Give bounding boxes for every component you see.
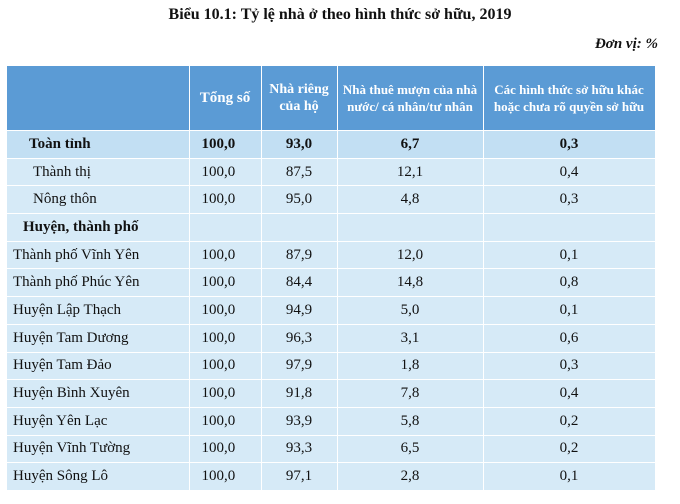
header-row: Tổng số Nhà riêng của hộ Nhà thuê mượn c… <box>7 66 656 131</box>
cell-own: 94,9 <box>261 296 338 325</box>
cell-rent: 6,5 <box>337 435 484 464</box>
cell-total: 100,0 <box>189 407 262 436</box>
cell-own: 95,0 <box>261 185 338 215</box>
cell-own: 97,1 <box>261 462 338 491</box>
table-row: Toàn tỉnh 100,0 93,0 6,7 0,3 <box>7 130 656 159</box>
cell-rent <box>337 213 484 242</box>
row-name: Huyện Sông Lô <box>7 462 190 491</box>
header-total: Tổng số <box>189 66 262 131</box>
table-row: Huyện Lập Thạch 100,0 94,9 5,0 0,1 <box>7 296 656 325</box>
cell-own <box>261 213 338 242</box>
row-name: Huyện Lập Thạch <box>7 296 190 325</box>
row-name: Thành phố Phúc Yên <box>7 268 190 298</box>
cell-total: 100,0 <box>189 185 262 215</box>
cell-other: 0,3 <box>483 352 656 381</box>
cell-own: 93,0 <box>261 130 338 159</box>
cell-rent: 5,0 <box>337 296 484 325</box>
row-name: Thành phố Vĩnh Yên <box>7 241 190 270</box>
cell-other: 0,1 <box>483 462 656 491</box>
cell-rent: 3,1 <box>337 324 484 353</box>
cell-rent: 4,8 <box>337 185 484 215</box>
cell-own: 84,4 <box>261 268 338 298</box>
table-row: Thành phố Phúc Yên 100,0 84,4 14,8 0,8 <box>7 268 656 298</box>
cell-rent: 14,8 <box>337 268 484 298</box>
cell-other: 0,6 <box>483 324 656 353</box>
cell-total: 100,0 <box>189 435 262 464</box>
unit-label: Đơn vị: % <box>594 36 658 52</box>
row-name: Thành thị <box>7 158 190 187</box>
cell-total <box>189 213 262 242</box>
header-other: Các hình thức sở hữu khác hoặc chưa rõ q… <box>483 66 656 131</box>
cell-other: 0,2 <box>483 407 656 436</box>
cell-total: 100,0 <box>189 296 262 325</box>
cell-own: 97,9 <box>261 352 338 381</box>
row-name: Huyện Bình Xuyên <box>7 379 190 408</box>
cell-total: 100,0 <box>189 352 262 381</box>
cell-rent: 1,8 <box>337 352 484 381</box>
cell-other: 0,3 <box>483 130 656 159</box>
table-row: Huyện Tam Đảo 100,0 97,9 1,8 0,3 <box>7 352 656 381</box>
row-name: Huyện, thành phố <box>7 213 190 242</box>
cell-own: 87,9 <box>261 241 338 270</box>
table-row: Thành thị 100,0 87,5 12,1 0,4 <box>7 158 656 187</box>
cell-rent: 2,8 <box>337 462 484 491</box>
cell-total: 100,0 <box>189 241 262 270</box>
cell-other: 0,1 <box>483 296 656 325</box>
cell-rent: 6,7 <box>337 130 484 159</box>
row-name: Toàn tỉnh <box>7 130 190 159</box>
cell-own: 93,9 <box>261 407 338 436</box>
cell-own: 91,8 <box>261 379 338 408</box>
row-name: Huyện Vĩnh Tường <box>7 435 190 464</box>
table-row: Huyện Bình Xuyên 100,0 91,8 7,8 0,4 <box>7 379 656 408</box>
cell-other: 0,8 <box>483 268 656 298</box>
header-rented: Nhà thuê mượn của nhà nước/ cá nhân/tư n… <box>337 66 484 131</box>
ownership-table: Tổng số Nhà riêng của hộ Nhà thuê mượn c… <box>7 66 656 491</box>
table-row: Huyện Sông Lô 100,0 97,1 2,8 0,1 <box>7 462 656 491</box>
cell-rent: 12,1 <box>337 158 484 187</box>
header-own-house: Nhà riêng của hộ <box>261 66 338 131</box>
table-row: Nông thôn 100,0 95,0 4,8 0,3 <box>7 185 656 215</box>
cell-total: 100,0 <box>189 158 262 187</box>
cell-total: 100,0 <box>189 130 262 159</box>
cell-other: 0,1 <box>483 241 656 270</box>
header-name <box>7 66 190 131</box>
cell-total: 100,0 <box>189 268 262 298</box>
table-row: Huyện, thành phố <box>7 213 656 242</box>
cell-own: 87,5 <box>261 158 338 187</box>
cell-other: 0,4 <box>483 379 656 408</box>
cell-rent: 12,0 <box>337 241 484 270</box>
cell-total: 100,0 <box>189 462 262 491</box>
cell-other: 0,3 <box>483 185 656 215</box>
cell-rent: 7,8 <box>337 379 484 408</box>
cell-total: 100,0 <box>189 324 262 353</box>
table-row: Huyện Vĩnh Tường 100,0 93,3 6,5 0,2 <box>7 435 656 464</box>
table-row: Huyện Tam Dương 100,0 96,3 3,1 0,6 <box>7 324 656 353</box>
cell-other <box>483 213 656 242</box>
cell-other: 0,4 <box>483 158 656 187</box>
cell-own: 96,3 <box>261 324 338 353</box>
table-row: Huyện Yên Lạc 100,0 93,9 5,8 0,2 <box>7 407 656 436</box>
table-row: Thành phố Vĩnh Yên 100,0 87,9 12,0 0,1 <box>7 241 656 270</box>
cell-rent: 5,8 <box>337 407 484 436</box>
cell-other: 0,2 <box>483 435 656 464</box>
row-name: Nông thôn <box>7 185 190 215</box>
row-name: Huyện Yên Lạc <box>7 407 190 436</box>
table-title: Biểu 10.1: Tỷ lệ nhà ở theo hình thức sở… <box>168 6 512 23</box>
row-name: Huyện Tam Đảo <box>7 352 190 381</box>
cell-total: 100,0 <box>189 379 262 408</box>
row-name: Huyện Tam Dương <box>7 324 190 353</box>
cell-own: 93,3 <box>261 435 338 464</box>
